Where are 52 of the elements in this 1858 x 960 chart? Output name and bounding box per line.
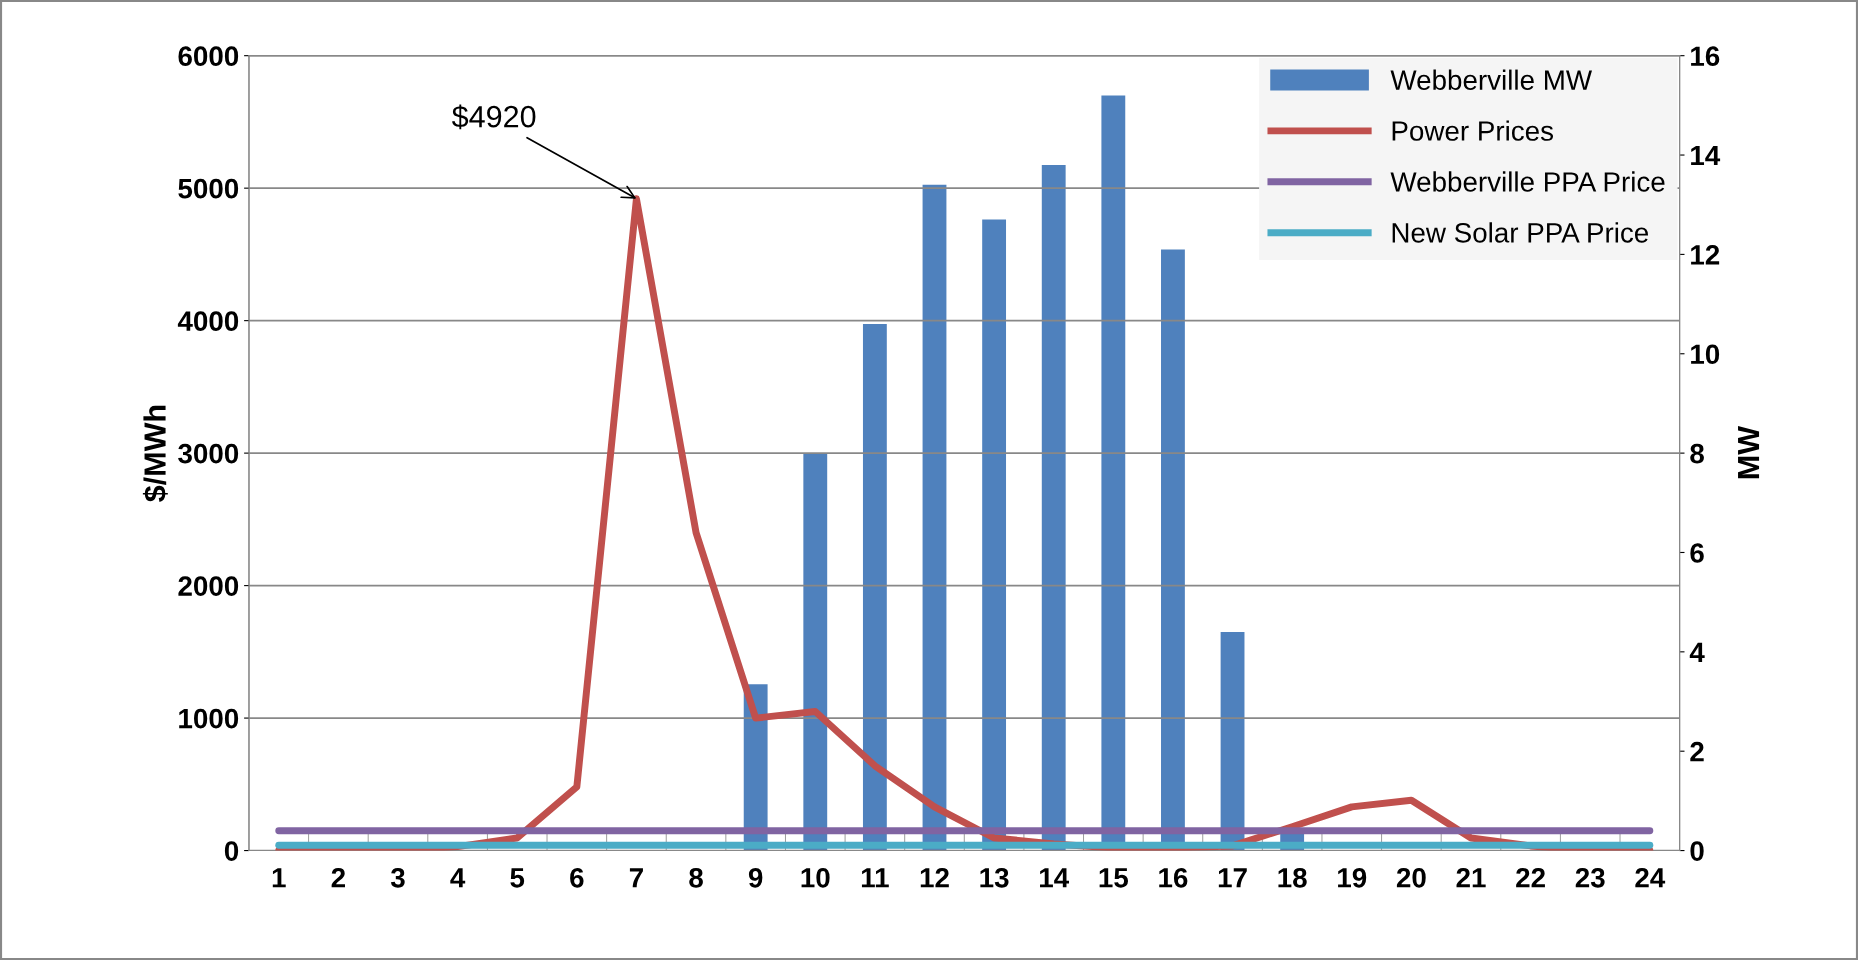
- x-tick-label: 4: [450, 868, 466, 888]
- y2-tick-label: 10: [1691, 344, 1720, 365]
- x-tick-label: 11: [861, 868, 889, 888]
- x-tick-label: 20: [1396, 867, 1426, 888]
- legend-label: Webberville PPA Price: [1390, 171, 1665, 192]
- y-axis-title: $/MWh: [142, 405, 168, 502]
- bar: [982, 219, 1007, 851]
- x-tick-label: 8: [689, 867, 703, 888]
- x-tick-label: 18: [1278, 867, 1307, 888]
- x-tick-label: 23: [1575, 867, 1605, 888]
- y-tick-label: 5000: [178, 178, 239, 199]
- legend-label: Webberville MW: [1390, 69, 1592, 90]
- y-tick-label: 3000: [178, 443, 239, 464]
- y2-tick-label: 14: [1691, 145, 1721, 166]
- y2-tick-label: 0: [1690, 841, 1704, 861]
- x-tick-label: 17: [1218, 868, 1247, 888]
- x-tick-label: 2: [331, 867, 345, 888]
- x-tick-label: 10: [801, 867, 830, 888]
- x-tick-label: 14: [1040, 868, 1070, 888]
- x-tick-label: 16: [1159, 867, 1188, 888]
- y2-tick-label: 4: [1689, 642, 1705, 662]
- y2-tick-label: 12: [1691, 245, 1720, 265]
- y2-tick-label: 16: [1691, 46, 1720, 67]
- x-tick-label: 9: [748, 867, 763, 888]
- x-tick-label: 7: [629, 868, 643, 888]
- y-tick-label: 6000: [178, 46, 239, 67]
- x-tick-label: 3: [390, 867, 405, 888]
- x-tick-label: 12: [920, 867, 949, 888]
- x-tick-label: 6: [570, 867, 584, 888]
- annotation: $4920: [451, 104, 536, 130]
- y-tick-label: 2000: [178, 576, 239, 596]
- x-tick-label: 1: [272, 868, 286, 888]
- y-tick-label: 1000: [179, 708, 239, 729]
- x-tick-label: 5: [510, 868, 525, 888]
- y2-tick-label: 6: [1690, 543, 1704, 563]
- y2-axis-title: MW: [1738, 426, 1760, 479]
- y-tick-label: 0: [224, 841, 239, 861]
- bar: [862, 323, 887, 851]
- x-tick-label: 19: [1338, 867, 1367, 888]
- bar: [803, 453, 828, 851]
- x-tick-label: 24: [1635, 867, 1666, 888]
- bar: [922, 184, 947, 851]
- x-tick-label: 13: [980, 867, 1009, 888]
- y2-tick-label: 2: [1690, 741, 1704, 762]
- x-tick-label: 21: [1456, 867, 1486, 888]
- legend-label: Power Prices: [1392, 120, 1554, 141]
- y-tick-label: 4000: [177, 311, 239, 331]
- x-tick-label: 22: [1516, 867, 1545, 888]
- bar: [1041, 164, 1066, 851]
- legend-label: New Solar PPA Price: [1392, 222, 1649, 243]
- y2-tick-label: 8: [1690, 443, 1704, 464]
- x-tick-label: 15: [1099, 868, 1129, 888]
